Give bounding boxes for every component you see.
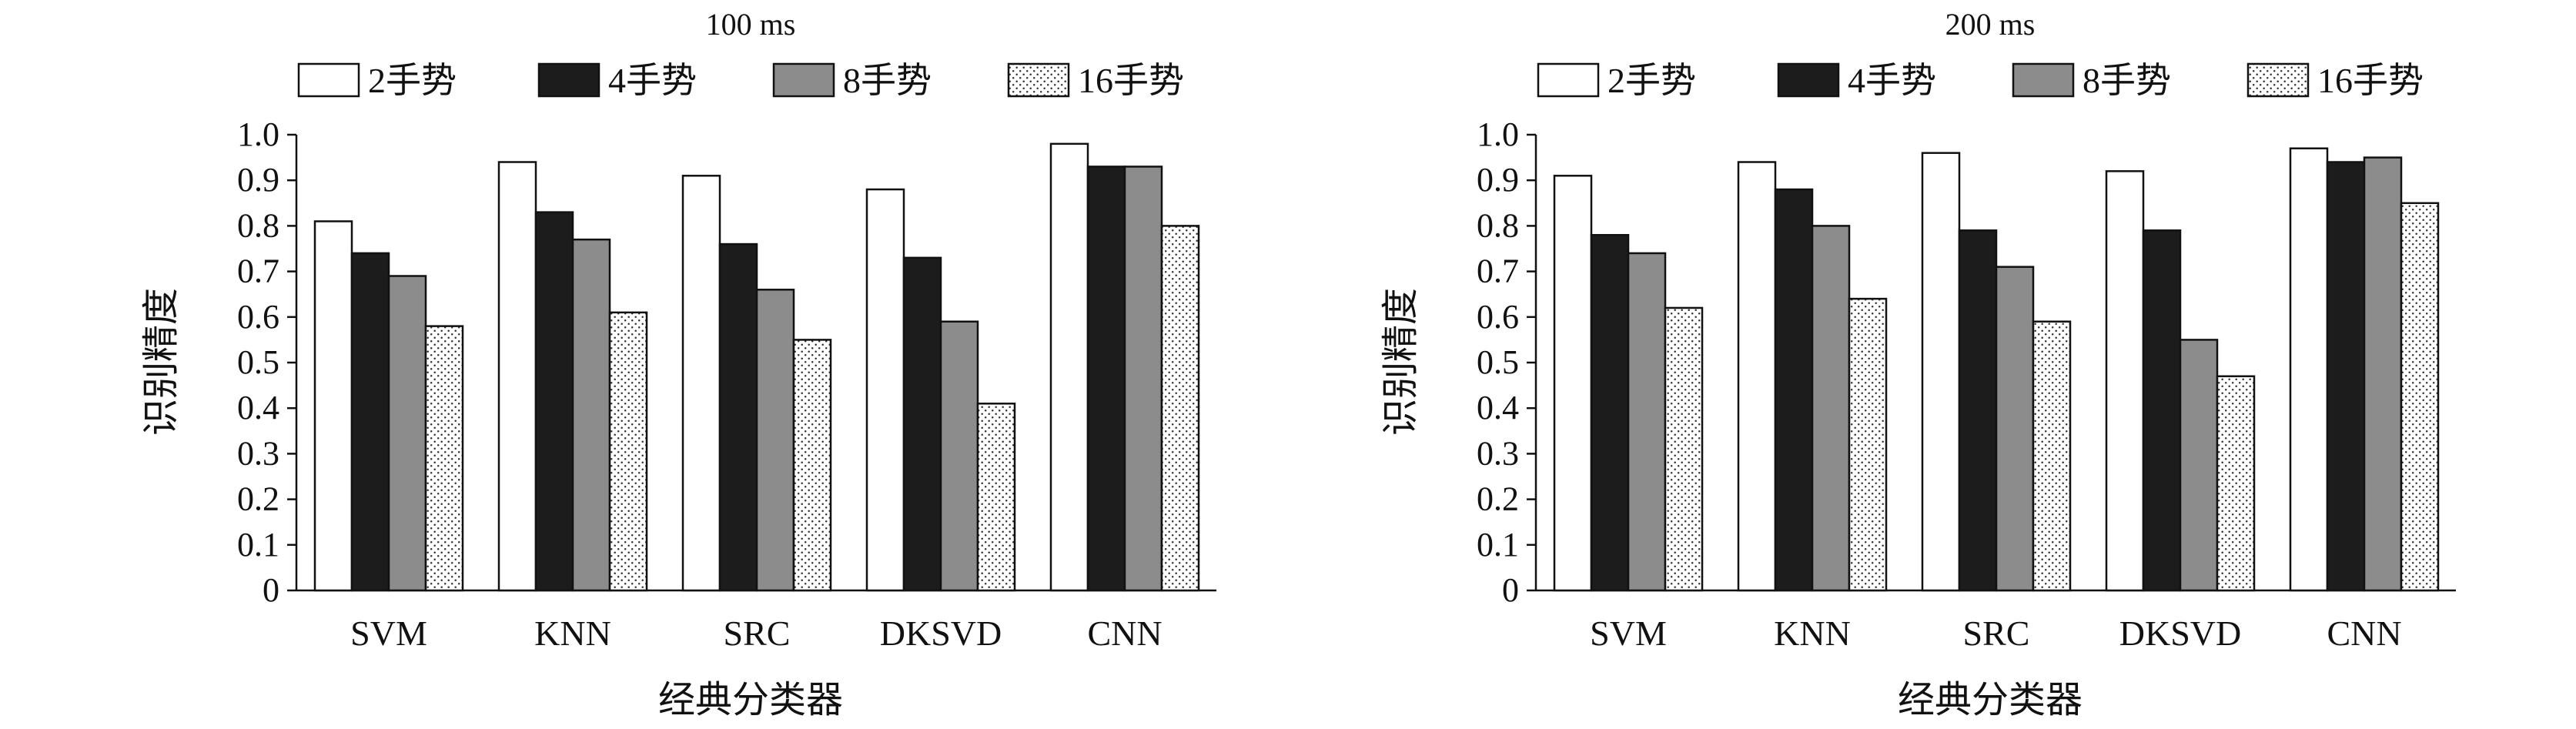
- bar-cnn-series-2: [1086, 166, 1126, 592]
- bar-cnn-series-4: [2400, 202, 2440, 592]
- bar-src-series-3: [1995, 266, 2035, 592]
- bar-knn-series-3: [1811, 225, 1851, 592]
- bar-cnn-series-1: [2289, 147, 2329, 592]
- bar-dksvd-series-4: [2216, 375, 2256, 592]
- chart-panel-100ms: 100 ms 2手势 4手势 8手势 16手势 0 0.1 0.2 0.3 0.4 0.5 0.6 0.…: [141, 7, 1216, 721]
- bar-svm-series-1: [313, 220, 353, 592]
- y-tick-label: 0.2: [237, 480, 279, 518]
- bar-svm-series-4: [1664, 306, 1704, 592]
- legend-label: 4手势: [608, 61, 697, 100]
- y-tick-label: 0.6: [1477, 298, 1519, 336]
- legend-label: 2手势: [368, 61, 457, 100]
- bar-knn-series-3: [571, 238, 611, 592]
- bar-knn-series-2: [534, 211, 574, 592]
- legend-swatch: [1777, 62, 1840, 98]
- bar-svm-series-4: [424, 325, 464, 592]
- legend-swatch: [2246, 62, 2310, 98]
- x-category-label: DKSVD: [880, 614, 1002, 653]
- y-tick-label: 0.7: [1477, 252, 1519, 290]
- y-tick-label: 0.1: [237, 526, 279, 563]
- y-tick-label: 0: [263, 571, 279, 609]
- y-tick-label: 0.1: [1477, 526, 1519, 563]
- y-tick-label: 0.9: [1477, 161, 1519, 199]
- bar-src-series-3: [755, 289, 795, 592]
- bar-knn-series-4: [1848, 297, 1888, 592]
- legend-swatch: [2012, 62, 2075, 98]
- bar-src-series-4: [2032, 320, 2072, 592]
- legend-label: 8手势: [843, 61, 932, 100]
- chart-title: 200 ms: [1945, 7, 2036, 42]
- bar-cnn-series-2: [2326, 161, 2366, 592]
- y-tick-label: 1.0: [237, 115, 279, 153]
- legend-swatch: [537, 62, 601, 98]
- bar-svm-series-3: [1627, 252, 1667, 592]
- bar-knn-series-4: [608, 311, 648, 592]
- x-category-label: DKSVD: [2119, 614, 2241, 653]
- y-axis-label: 识别精度: [141, 288, 182, 436]
- y-tick-label: 0.2: [1477, 480, 1519, 518]
- y-tick-label: 0.5: [237, 343, 279, 381]
- bar-svm-series-2: [350, 252, 390, 592]
- legend-swatch: [297, 62, 360, 98]
- y-tick-label: 0: [1502, 571, 1519, 609]
- x-category-label: CNN: [2327, 614, 2401, 653]
- bar-dksvd-series-2: [2142, 229, 2182, 592]
- bar-dksvd-series-3: [2179, 339, 2219, 592]
- legend-label: 16手势: [1078, 61, 1184, 100]
- y-tick-label: 1.0: [1477, 115, 1519, 153]
- y-tick-label: 0.8: [1477, 206, 1519, 244]
- y-tick-label: 0.8: [237, 206, 279, 244]
- bar-src-series-2: [718, 242, 758, 592]
- bar-svm-series-2: [1590, 233, 1630, 592]
- x-category-label: SRC: [724, 614, 791, 653]
- y-axis-label: 识别精度: [1380, 288, 1421, 436]
- bar-src-series-1: [1921, 152, 1961, 592]
- x-axis-label: 经典分类器: [1898, 680, 2083, 721]
- x-category-label: CNN: [1087, 614, 1162, 653]
- x-category-label: KNN: [1774, 614, 1851, 653]
- y-tick-label: 0.4: [1477, 389, 1519, 426]
- bar-dksvd-series-4: [976, 403, 1016, 592]
- y-tick-label: 0.5: [1477, 343, 1519, 381]
- bar-knn-series-1: [1737, 161, 1777, 592]
- bar-src-series-2: [1958, 229, 1998, 592]
- x-category-label: SRC: [1963, 614, 2030, 653]
- y-tick-label: 0.3: [237, 434, 279, 472]
- bar-knn-series-2: [1774, 188, 1814, 592]
- bar-src-series-4: [792, 339, 832, 592]
- y-tick-label: 0.6: [237, 298, 279, 336]
- legend-swatch: [1537, 62, 1600, 98]
- legend-swatch: [1007, 62, 1070, 98]
- y-tick-label: 0.4: [237, 389, 279, 426]
- legend-label: 4手势: [1848, 61, 1936, 100]
- legend-label: 8手势: [2083, 61, 2171, 100]
- x-category-label: SVM: [350, 614, 427, 653]
- bar-cnn-series-3: [1123, 166, 1163, 592]
- chart-title: 100 ms: [706, 7, 796, 42]
- x-axis-label: 经典分类器: [658, 680, 843, 721]
- bar-svm-series-1: [1553, 175, 1593, 592]
- bar-dksvd-series-1: [865, 188, 905, 592]
- bar-cnn-series-3: [2363, 156, 2403, 592]
- bar-cnn-series-4: [1160, 225, 1200, 592]
- bar-dksvd-series-3: [939, 320, 979, 592]
- x-category-label: KNN: [534, 614, 611, 653]
- y-tick-label: 0.9: [237, 161, 279, 199]
- legend-label: 16手势: [2317, 61, 2424, 100]
- bar-cnn-series-1: [1049, 142, 1089, 592]
- y-tick-label: 0.7: [237, 252, 279, 290]
- legend-swatch: [772, 62, 835, 98]
- chart-panel-200ms: 200 ms 2手势 4手势 8手势 16手势 0 0.1 0.2 0.3 0.4 0.5 0.6 0.…: [1380, 7, 2456, 721]
- bar-svm-series-3: [387, 275, 427, 592]
- bar-dksvd-series-2: [902, 256, 942, 592]
- bar-dksvd-series-1: [2105, 170, 2145, 592]
- y-tick-label: 0.3: [1477, 434, 1519, 472]
- bar-knn-series-1: [497, 161, 537, 592]
- x-category-label: SVM: [1590, 614, 1667, 653]
- legend-label: 2手势: [1607, 61, 1696, 100]
- bar-src-series-1: [681, 175, 721, 592]
